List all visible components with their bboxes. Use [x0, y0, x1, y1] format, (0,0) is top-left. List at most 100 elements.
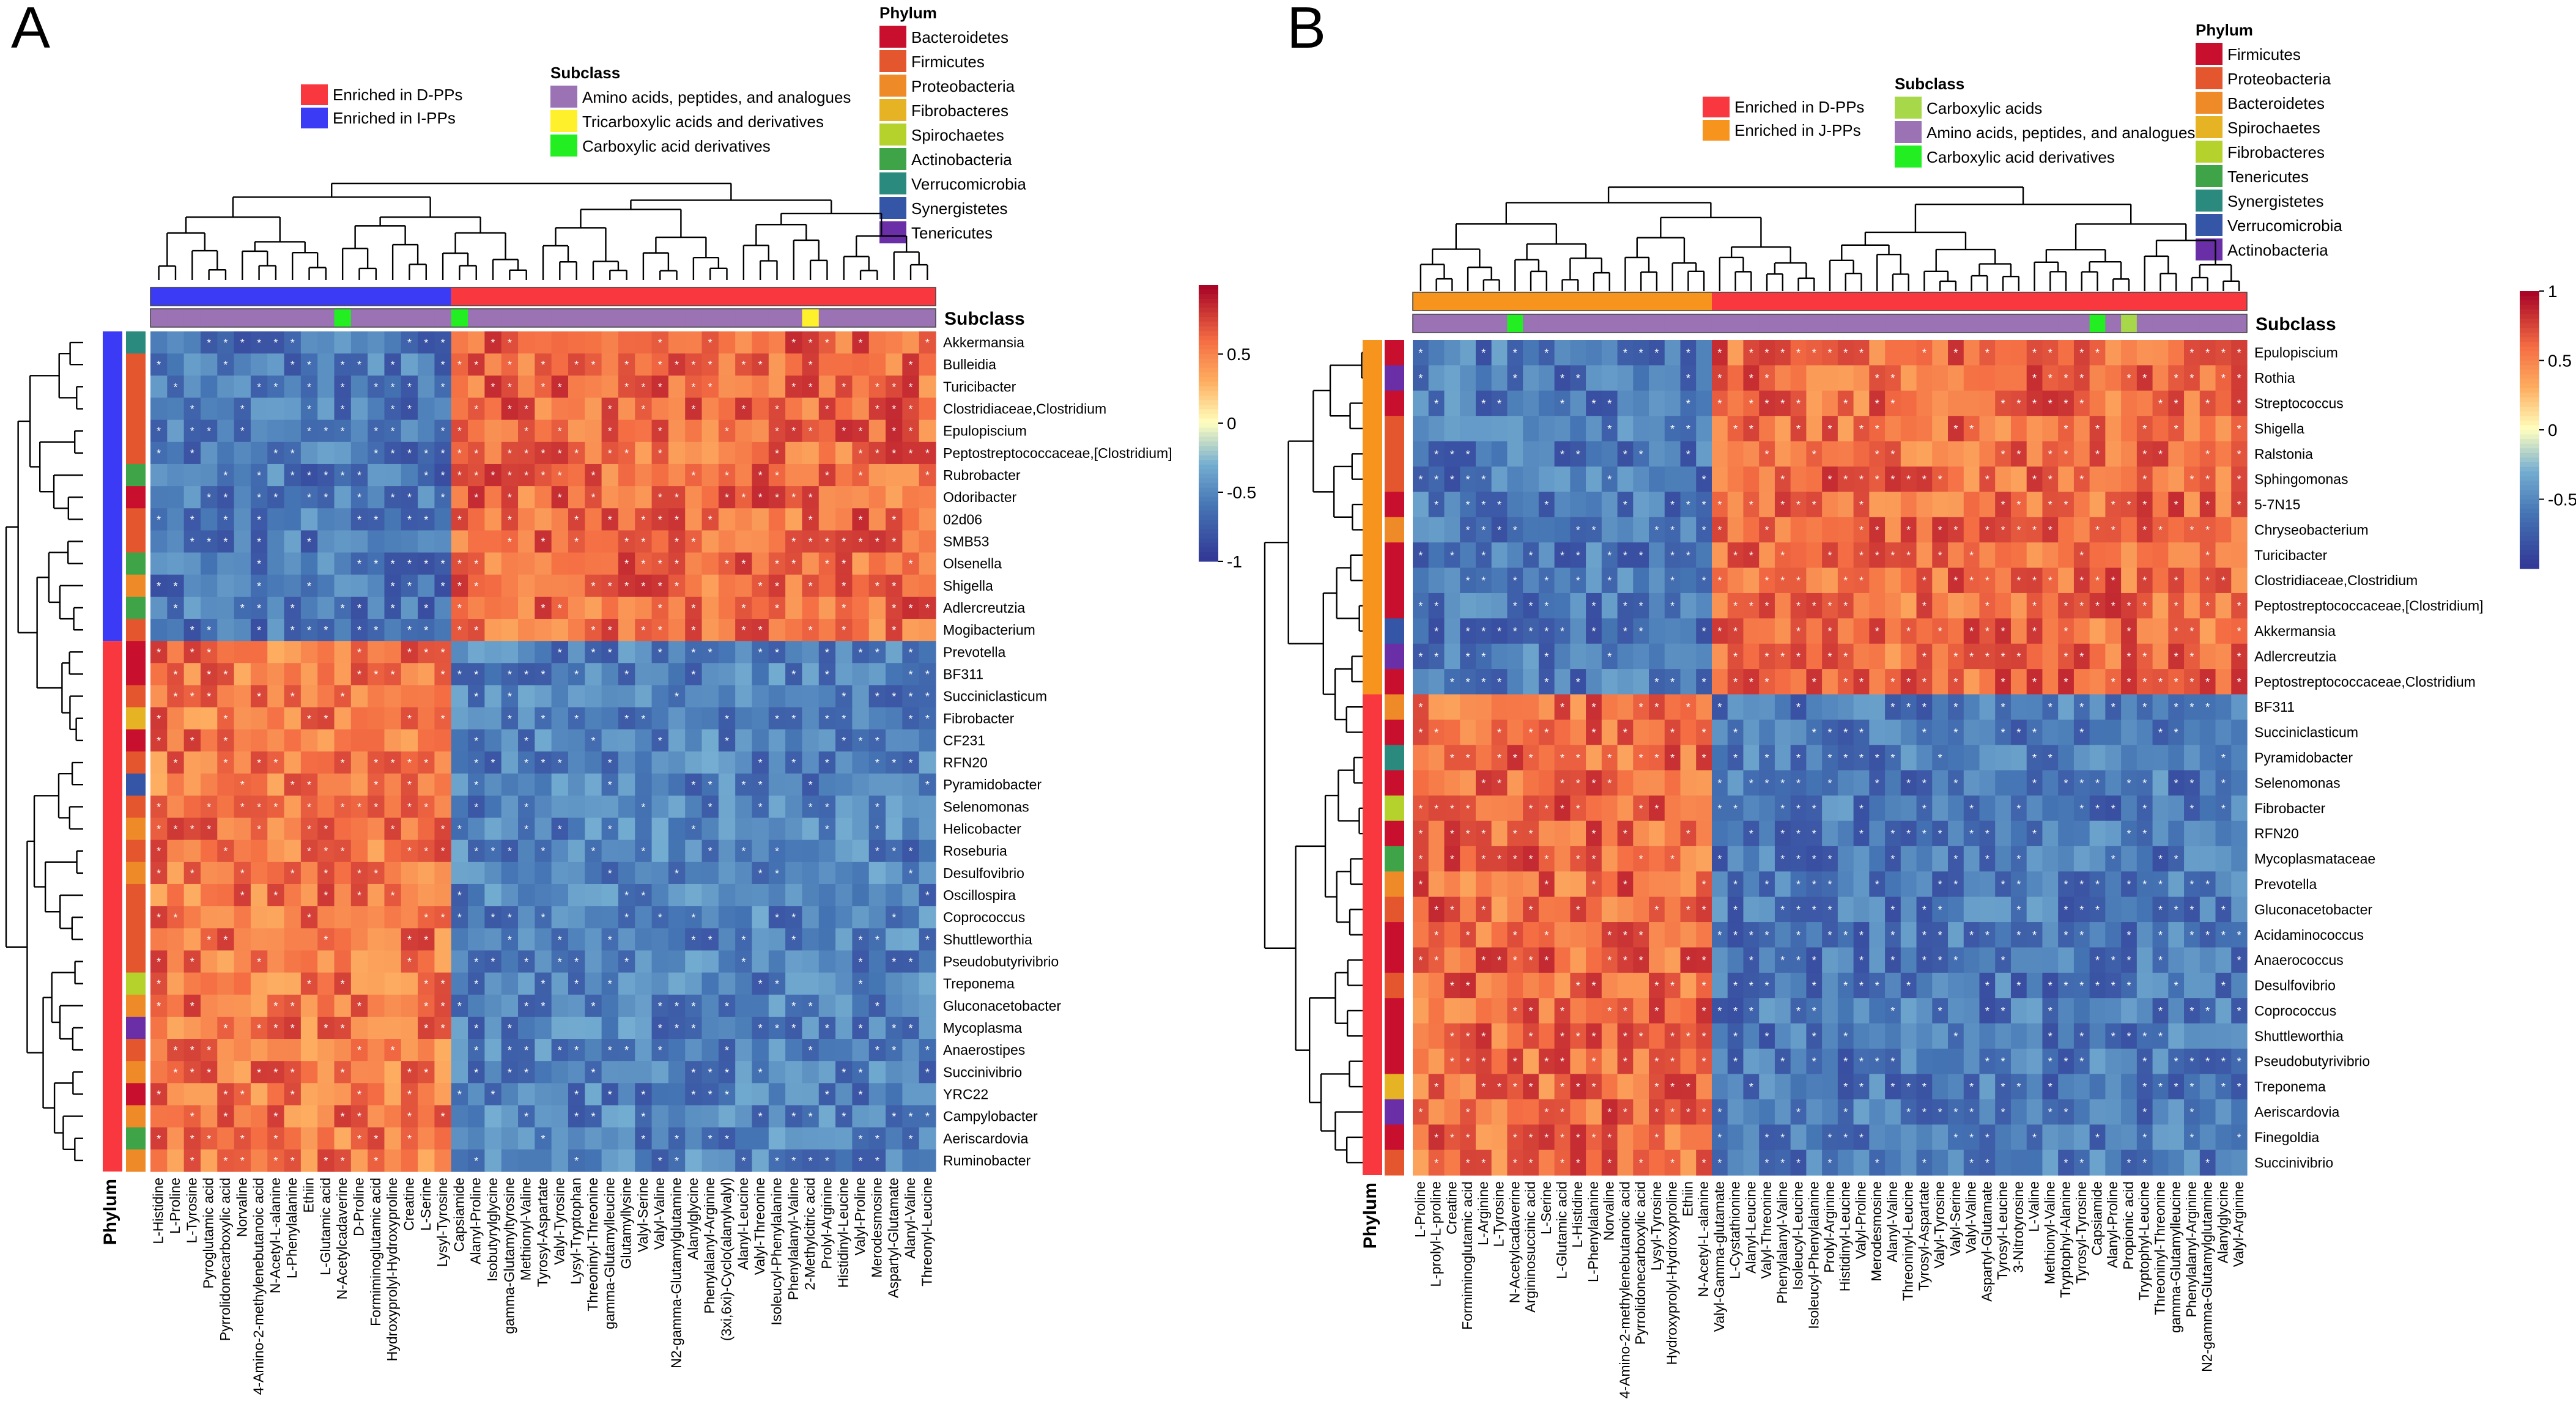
heatmap-cell	[635, 685, 653, 708]
heatmap-cell	[1428, 745, 1445, 771]
significance-star: *	[457, 448, 462, 460]
heatmap-cell	[585, 1016, 602, 1039]
heatmap-cell	[635, 530, 653, 553]
heatmap-cell	[651, 840, 669, 863]
column-dendrogram	[1419, 186, 2240, 291]
significance-star: *	[474, 956, 478, 969]
phylum-legend-label: Firmicutes	[911, 53, 985, 71]
heatmap-cell	[601, 729, 619, 752]
heatmap-cell	[350, 375, 368, 399]
heatmap-cell	[1413, 416, 1429, 442]
heatmap-cell	[1664, 466, 1681, 492]
heatmap-cell	[1822, 567, 1838, 594]
subclass-annotation-cell	[1413, 314, 1429, 333]
significance-star: *	[541, 757, 545, 769]
heatmap-cell	[768, 419, 786, 443]
significance-star: *	[407, 846, 412, 858]
heatmap-cell	[618, 552, 635, 575]
subclass-annotation-cell	[2042, 314, 2059, 333]
heatmap-cell	[234, 751, 251, 774]
heatmap-cell	[785, 353, 803, 376]
significance-star: *	[691, 1022, 695, 1035]
subclass-annotation-cell	[1570, 314, 1586, 333]
heatmap-cell	[501, 508, 519, 531]
heatmap-cell	[384, 972, 402, 995]
significance-star: *	[2174, 600, 2178, 613]
significance-star: *	[341, 1022, 345, 1035]
colorbar-segment	[1199, 455, 1218, 460]
subclass-annotation-cell	[1680, 314, 1697, 333]
significance-star: *	[591, 735, 595, 747]
significance-star: *	[391, 1044, 395, 1057]
heatmap-cell	[585, 331, 602, 354]
heatmap-cell	[217, 641, 235, 663]
heatmap-cell	[1822, 795, 1838, 822]
subclass-annotation-cell	[535, 309, 552, 327]
heatmap-cell	[868, 1105, 886, 1128]
significance-star: *	[1780, 347, 1785, 360]
row-phylum-cell	[126, 353, 146, 376]
significance-star: *	[1591, 600, 1596, 613]
colorbar-segment	[1199, 506, 1218, 511]
significance-star: *	[190, 1111, 194, 1123]
heatmap-cell	[501, 1105, 519, 1128]
significance-star: *	[1796, 701, 1801, 714]
heatmap-cell	[1617, 694, 1634, 720]
significance-star: *	[591, 359, 595, 371]
heatmap-cell	[752, 1149, 769, 1172]
significance-star: *	[1953, 575, 1958, 587]
significance-star: *	[374, 757, 378, 769]
significance-star: *	[291, 1000, 295, 1013]
heatmap-cell	[2058, 795, 2074, 822]
heatmap-cell	[368, 641, 385, 663]
significance-star: *	[859, 1133, 863, 1145]
heatmap-cell	[802, 508, 820, 531]
heatmap-cell	[1963, 719, 1980, 745]
heatmap-cell	[802, 906, 820, 929]
phylum-legend-label: Tenericutes	[2227, 168, 2309, 186]
heatmap-cell	[200, 397, 218, 421]
heatmap-cell	[701, 950, 719, 973]
significance-star: *	[875, 824, 879, 836]
significance-star: *	[925, 691, 930, 703]
heatmap-cell	[919, 441, 936, 465]
heatmap-cell	[919, 1083, 936, 1106]
heatmap-cell	[334, 663, 352, 686]
heatmap-cell	[919, 906, 936, 929]
significance-star: *	[1796, 777, 1801, 789]
significance-star: *	[1607, 397, 1612, 410]
heatmap-cell	[1869, 643, 1886, 670]
heatmap-cell	[2073, 669, 2090, 695]
heatmap-cell	[1948, 821, 1964, 847]
subclass-annotation-cell	[886, 309, 903, 327]
heatmap-cell	[384, 928, 402, 951]
significance-star: *	[491, 381, 495, 393]
row-label-fibrobacter: Fibrobacter	[943, 711, 1015, 726]
significance-star: *	[324, 846, 328, 858]
heatmap-cell	[1963, 466, 1980, 492]
heatmap-cell	[618, 486, 635, 509]
heatmap-cell	[1649, 846, 1665, 872]
significance-star: *	[809, 580, 813, 592]
heatmap-cell	[1743, 719, 1760, 745]
heatmap-cell	[902, 419, 920, 443]
significance-star: *	[357, 470, 361, 482]
heatmap-cell	[735, 862, 753, 885]
heatmap-cell	[1649, 416, 1665, 442]
heatmap-cell	[601, 397, 619, 421]
significance-star: *	[1434, 474, 1438, 486]
significance-star: *	[1481, 651, 1486, 663]
heatmap-cell	[835, 552, 853, 575]
colorbar-segment	[1199, 294, 1218, 300]
heatmap-cell	[768, 397, 786, 421]
heatmap-cell	[768, 463, 786, 487]
significance-star: *	[307, 978, 311, 991]
significance-star: *	[725, 1088, 729, 1101]
heatmap-cell	[535, 950, 552, 973]
heatmap-cell	[1570, 821, 1586, 847]
significance-star: *	[1497, 499, 1501, 511]
heatmap-cell	[300, 994, 318, 1017]
heatmap-cell	[785, 331, 803, 354]
significance-star: *	[1749, 372, 1753, 385]
heatmap-cell	[2042, 592, 2059, 619]
